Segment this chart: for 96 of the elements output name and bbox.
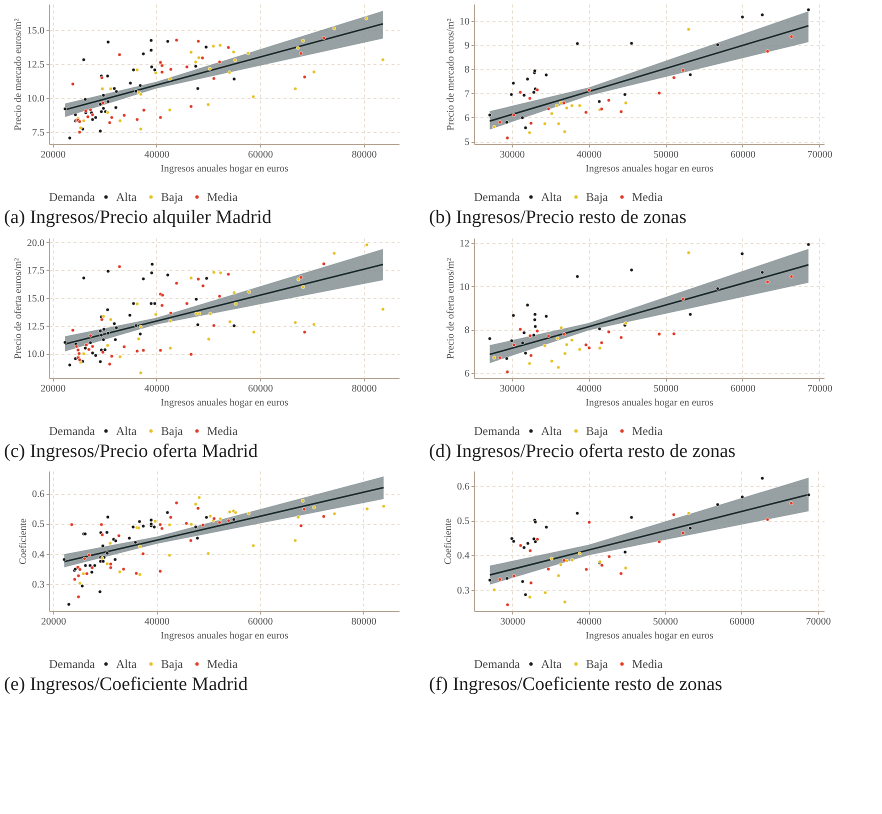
x-tick-label: 40000 [576, 384, 602, 394]
y-tick-label: 0.5 [457, 516, 470, 528]
y-tick-label: 8 [464, 325, 470, 336]
y-tick-label: 12.5 [27, 59, 44, 70]
y-tick-label: 10 [460, 16, 470, 28]
y-axis-title: Precio de mercado euros/m² [13, 18, 24, 131]
y-tick-label: 7.5 [32, 127, 44, 138]
legend-label: Baja [161, 190, 184, 204]
legend-label: Baja [586, 190, 609, 204]
y-tick-label: 15.0 [27, 25, 44, 36]
text: (e) Ingresos/Coeficiente Madrid [4, 674, 248, 695]
legend-label: Media [207, 657, 238, 671]
legend-label: Alta [116, 190, 138, 204]
x-tick-label: 40000 [576, 150, 602, 160]
legend-label: Media [632, 190, 664, 204]
x-tick-label: 20000 [40, 384, 66, 394]
x-tick-label: 60000 [248, 384, 274, 394]
y-tick-label: 0.6 [32, 489, 44, 500]
y-tick-label: 0.4 [457, 550, 470, 562]
legend-title: Demanda [49, 190, 96, 204]
x-axis-title: Ingresos anuales hogar en euros [586, 630, 714, 642]
y-tick-label: 17.5 [27, 266, 44, 277]
legend-title: Demanda [474, 190, 521, 204]
x-tick-label: 70000 [806, 616, 831, 628]
x-tick-label: 80000 [351, 616, 376, 628]
legend-title: Demanda [474, 657, 521, 671]
y-tick-label: 0.5 [32, 519, 44, 530]
legend-label: Alta [541, 657, 562, 671]
legend-title: Demanda [474, 424, 521, 438]
y-axis-title: Precio de oferta euros/m² [446, 258, 456, 360]
legend-label: Baja [161, 424, 184, 438]
legend-label: Alta [541, 424, 562, 438]
legend-label: Alta [116, 424, 138, 438]
legend-label: Alta [541, 190, 562, 204]
x-tick-label: 50000 [654, 384, 679, 394]
x-tick-label: 30000 [500, 150, 525, 160]
legend-label: Baja [586, 657, 609, 671]
x-tick-label: 80000 [352, 150, 377, 160]
text: (c) Ingresos/Precio oferta Madrid [4, 441, 258, 462]
x-tick-label: 40000 [144, 616, 170, 628]
legend-label: Baja [586, 424, 609, 438]
x-tick-label: 40000 [576, 616, 602, 628]
x-tick-label: 20000 [41, 616, 66, 628]
x-tick-label: 80000 [352, 384, 377, 394]
legend-title: Demanda [49, 424, 96, 438]
x-tick-label: 60000 [730, 384, 756, 394]
y-tick-label: 6 [464, 368, 470, 380]
y-tick-label: 0.3 [32, 579, 44, 590]
y-tick-label: 10 [460, 282, 470, 293]
text: (b) Ingresos/Precio resto de zonas [429, 207, 686, 228]
text: (d) Ingresos/Precio oferta resto de zonas [429, 441, 736, 462]
x-tick-label: 60000 [729, 616, 754, 628]
legend-label: Media [632, 424, 664, 438]
x-tick-label: 50000 [654, 150, 679, 160]
x-axis-title: Ingresos anuales hogar en euros [160, 164, 288, 174]
x-tick-label: 30000 [500, 384, 525, 394]
x-tick-label: 60000 [730, 150, 756, 160]
x-tick-label: 70000 [807, 384, 832, 394]
legend-label: Media [207, 424, 238, 438]
y-tick-label: 10.0 [27, 349, 44, 360]
x-tick-label: 50000 [653, 616, 678, 628]
y-tick-label: 10.0 [27, 93, 44, 104]
y-tick-label: 12 [460, 238, 470, 250]
x-axis-title: Ingresos anuales hogar en euros [160, 630, 288, 642]
y-tick-label: 9 [464, 40, 470, 52]
x-tick-label: 40000 [144, 150, 170, 160]
x-tick-label: 60000 [248, 616, 273, 628]
legend-label: Alta [116, 657, 138, 671]
legend-title: Demanda [49, 657, 96, 671]
x-axis-title: Ingresos anuales hogar en euros [586, 164, 714, 174]
y-axis-title: Precio de oferta euros/m² [13, 258, 24, 360]
y-tick-label: 20.0 [27, 238, 44, 249]
legend-label: Media [632, 657, 664, 671]
text: (a) Ingresos/Precio alquiler Madrid [4, 207, 272, 228]
legend-label: Media [207, 190, 238, 204]
legend-label: Baja [161, 657, 184, 671]
x-tick-label: 20000 [40, 150, 66, 160]
y-tick-label: 15.0 [27, 294, 44, 304]
y-axis-title: Coeficiente [18, 518, 29, 565]
y-tick-label: 0.6 [457, 481, 470, 492]
y-tick-label: 12.5 [27, 321, 44, 332]
y-axis-title: Precio de mercado euros/m² [446, 18, 456, 131]
y-tick-label: 7 [464, 88, 470, 100]
x-axis-title: Ingresos anuales hogar en euros [586, 398, 714, 408]
y-tick-label: 8 [464, 64, 470, 76]
y-tick-label: 5 [464, 137, 470, 148]
y-tick-label: 0.3 [457, 585, 470, 596]
x-tick-label: 60000 [248, 150, 274, 160]
y-tick-label: 0.4 [32, 549, 44, 560]
y-tick-label: 6 [464, 112, 470, 124]
text: (f) Ingresos/Coeficiente resto de zonas [429, 674, 722, 695]
x-tick-label: 30000 [500, 616, 526, 628]
y-axis-title: Coeficiente [443, 518, 454, 565]
x-axis-title: Ingresos anuales hogar en euros [160, 398, 288, 408]
x-tick-label: 70000 [807, 150, 832, 160]
x-tick-label: 40000 [144, 384, 170, 394]
